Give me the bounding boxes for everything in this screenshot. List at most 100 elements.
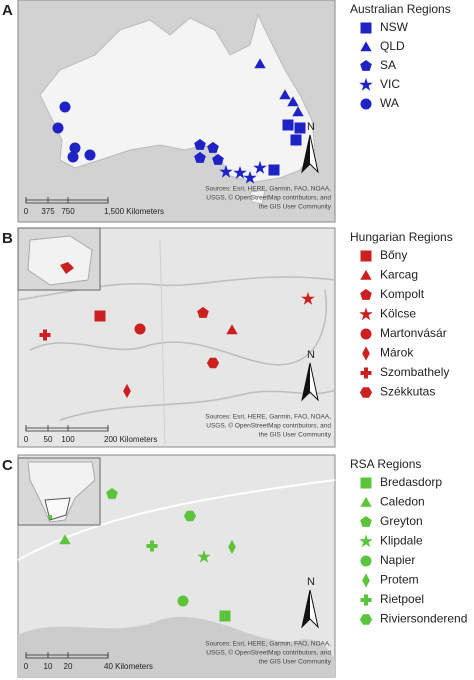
scale-label: 1,500 Kilometers — [104, 207, 164, 216]
site-marker — [84, 149, 96, 161]
legend-marker — [359, 614, 373, 625]
legend-label: Bőny — [380, 248, 407, 262]
legend-label: QLD — [380, 39, 405, 53]
legend-marker — [359, 387, 373, 398]
site-marker — [134, 323, 146, 335]
scale-label: 10 — [44, 662, 53, 671]
site-marker — [194, 138, 206, 150]
legend-marker — [359, 534, 373, 548]
legend-marker — [362, 573, 370, 588]
site-marker — [292, 106, 304, 117]
north-label: N — [307, 349, 315, 361]
legend-label: Napier — [380, 553, 415, 567]
legend-marker — [360, 98, 372, 110]
site-marker — [219, 610, 231, 622]
site-marker — [197, 549, 211, 563]
legend-label: Karcag — [380, 268, 418, 282]
site-marker — [226, 324, 238, 335]
site-marker — [290, 134, 302, 146]
panel-letter: C — [2, 457, 13, 474]
site-marker — [253, 160, 267, 174]
legend-label: NSW — [380, 20, 409, 34]
legend-label: Caledon — [380, 495, 425, 509]
legend-marker — [360, 496, 372, 507]
legend-marker — [360, 60, 372, 71]
legend-label: Bredasdorp — [380, 475, 442, 489]
map-a — [17, 0, 336, 223]
attribution: USGS, © OpenStreetMap contributors, and — [206, 422, 331, 430]
scale-label: 20 — [64, 662, 73, 671]
scale-label: 40 Kilometers — [104, 662, 153, 671]
legend-label: Szombathely — [380, 365, 449, 379]
legend-marker — [360, 477, 372, 489]
legend-title: RSA Regions — [350, 457, 421, 471]
legend-label: Márok — [380, 346, 414, 360]
site-marker — [194, 151, 206, 163]
legend-marker — [360, 41, 372, 52]
attribution: Sources: Esri, HERE, Garmin, FAO, NOAA, — [205, 641, 331, 648]
legend-label: WA — [380, 96, 399, 110]
site-marker — [69, 142, 81, 154]
legend-label: Protem — [380, 573, 419, 587]
scale-label: 200 Kilometers — [104, 435, 157, 444]
site-marker — [287, 96, 299, 107]
site-marker — [219, 164, 233, 178]
legend-label: SA — [380, 58, 396, 72]
site-marker — [183, 510, 197, 522]
scale-label: 0 — [24, 207, 29, 216]
attribution: the GIS User Community — [259, 204, 332, 211]
site-marker — [207, 141, 219, 153]
site-marker — [254, 58, 266, 69]
legend-label: Kölcse — [380, 307, 416, 321]
attribution: Sources: Esri, HERE, Garmin, FAO, NOAA, — [205, 414, 331, 421]
site-marker — [197, 306, 209, 318]
scale-label: 0 — [24, 435, 29, 444]
scale-label: 50 — [44, 435, 53, 444]
legend-marker — [360, 328, 372, 340]
site-marker — [123, 383, 131, 399]
site-marker — [294, 122, 306, 134]
legend-label: Martonvásár — [380, 326, 447, 340]
site-marker — [177, 595, 189, 607]
legend-label: Kompolt — [380, 287, 425, 301]
site-marker — [94, 310, 106, 322]
north-arrow-half — [302, 135, 310, 172]
site-marker — [282, 119, 294, 131]
site-marker — [67, 151, 79, 163]
north-arrow-half — [302, 590, 310, 627]
attribution: the GIS User Community — [259, 659, 332, 666]
legend-label: Klipdale — [380, 534, 423, 548]
attribution: USGS, © OpenStreetMap contributors, and — [206, 194, 331, 202]
map-b — [17, 227, 336, 448]
legend-label: VIC — [380, 77, 400, 91]
north-label: N — [307, 576, 315, 588]
scale-label: 100 — [61, 435, 75, 444]
site-marker — [228, 539, 236, 555]
scale-label: 0 — [24, 662, 29, 671]
north-arrow-half — [302, 363, 310, 400]
panel-letter: A — [2, 2, 13, 19]
scale-label: 750 — [61, 207, 75, 216]
legend-label: Riviersonderend — [380, 612, 467, 626]
site-marker — [59, 534, 71, 545]
attribution: Sources: Esri, HERE, Garmin, FAO, NOAA, — [205, 186, 331, 193]
map-c — [17, 454, 336, 678]
legend-title: Australian Regions — [350, 2, 451, 16]
site-marker — [206, 357, 220, 369]
site-marker — [106, 487, 118, 499]
site-marker — [39, 329, 51, 341]
legend-label: Greyton — [380, 514, 423, 528]
site-marker — [146, 540, 158, 552]
legend-title: Hungarian Regions — [350, 230, 453, 244]
legend-label: Székkutas — [380, 385, 435, 399]
legend-marker — [360, 367, 372, 379]
site-marker — [52, 122, 64, 134]
site-marker — [243, 170, 257, 184]
site-marker — [212, 153, 224, 165]
site-marker — [279, 89, 291, 100]
north-label: N — [307, 121, 315, 133]
legend-marker — [360, 269, 372, 280]
legend-marker — [360, 594, 372, 606]
legend-marker — [360, 22, 372, 34]
legend-marker — [362, 346, 370, 361]
